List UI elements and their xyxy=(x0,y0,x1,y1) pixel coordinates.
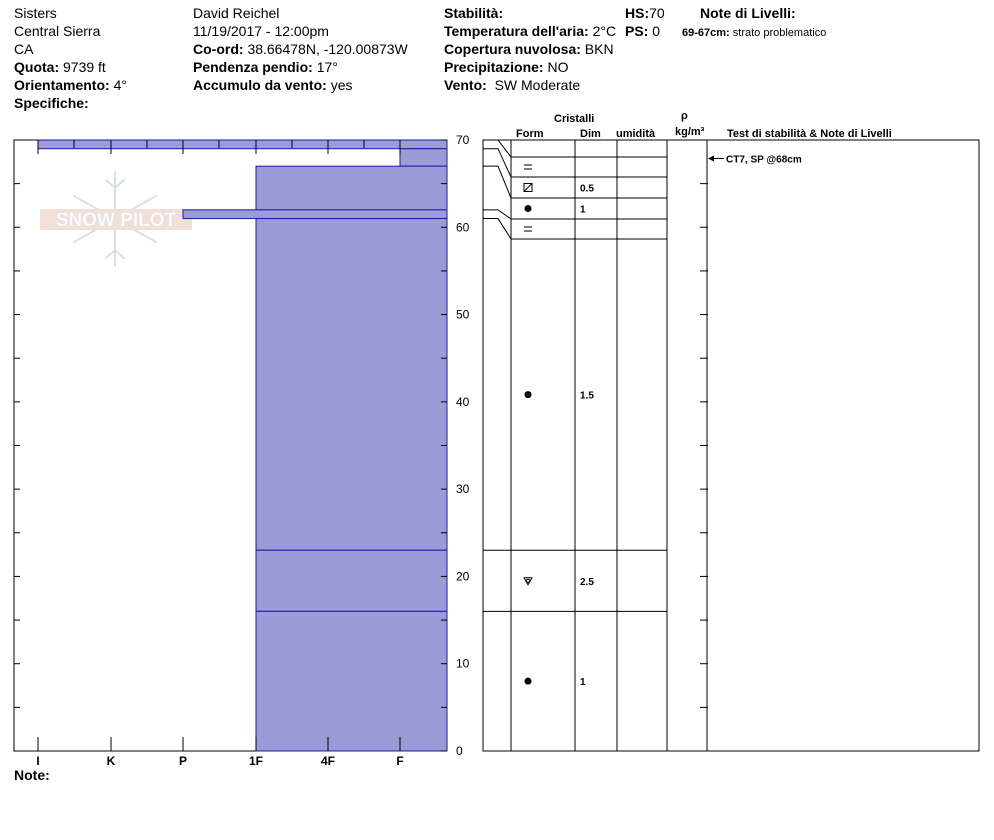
layer-bar xyxy=(399,148,448,167)
y-tick-label: 40 xyxy=(456,395,470,409)
crystal-form-icon xyxy=(524,164,532,170)
y-tick-label: 60 xyxy=(456,220,470,234)
crystal-size-label: 2.5 xyxy=(580,577,594,588)
layer-bar xyxy=(255,218,448,551)
layer-connector xyxy=(483,165,512,199)
layer-bar xyxy=(255,165,448,211)
layer-bar xyxy=(182,209,448,220)
y-tick-label: 0 xyxy=(456,744,463,758)
form-header: Form xyxy=(516,128,544,140)
crystal-form-icon xyxy=(524,391,532,399)
y-tick-label: 10 xyxy=(456,657,470,671)
aspect: Orientamento: 4° xyxy=(14,77,127,93)
air-temperature: Temperatura dell'aria: 2°C xyxy=(444,23,617,39)
datetime: 11/19/2017 - 12:00pm xyxy=(193,23,329,39)
location: Sisters xyxy=(14,5,57,21)
hardness-tick-label: I xyxy=(36,754,39,768)
hardness-tick-label: K xyxy=(107,754,116,768)
test-result-label: CT7, SP @68cm xyxy=(726,154,802,165)
layer-bar xyxy=(255,549,448,612)
slope: Pendenza pendio: 17° xyxy=(193,59,338,75)
hardness-tick-label: 1F xyxy=(249,754,263,768)
state: CA xyxy=(14,41,34,57)
svg-text:SNOW PILOT: SNOW PILOT xyxy=(56,210,177,231)
crystal-size-label: 0.5 xyxy=(580,184,594,195)
crystal-form-icon xyxy=(523,577,533,586)
rho-header: ρ xyxy=(681,110,688,122)
snow-height: HS:70 xyxy=(625,5,665,21)
crystal-size-label: 1 xyxy=(580,205,586,216)
specifics-label: Specifiche: xyxy=(14,95,89,111)
crystals-header: Cristalli xyxy=(554,113,595,125)
y-tick-label: 30 xyxy=(456,482,470,496)
test-arrow-head xyxy=(708,155,714,162)
layer-table-frame xyxy=(482,139,980,752)
crystal-size-label: 1 xyxy=(580,677,586,688)
layer-connector xyxy=(483,148,512,178)
crystal-form-icon xyxy=(523,183,533,192)
precipitation: Precipitazione: NO xyxy=(444,59,569,75)
y-tick-label: 20 xyxy=(456,569,470,583)
hardness-tick-label: 4F xyxy=(321,754,335,768)
size-header: Dim xyxy=(580,128,601,140)
crystal-form-icon xyxy=(524,205,532,212)
layer-bar xyxy=(255,610,448,752)
layer-connector xyxy=(483,218,512,240)
mountain-range: Central Sierra xyxy=(14,23,101,39)
elevation: Quota: 9739 ft xyxy=(14,59,106,75)
coordinates: Co-ord: 38.66478N, -120.00873W xyxy=(193,41,408,57)
crystal-form-icon xyxy=(524,226,532,232)
density-unit-header: kg/m³ xyxy=(675,126,705,138)
observer: David Reichel xyxy=(193,5,280,21)
stability-label: Stabilità: xyxy=(444,5,504,21)
hardness-tick-label: P xyxy=(179,754,187,768)
layer-connector xyxy=(483,139,512,158)
layer-note: 69-67cm: strato problematico xyxy=(682,27,827,39)
wind-loading: Accumulo da vento: yes xyxy=(193,77,353,93)
layer-connector xyxy=(483,209,512,220)
layer-notes-title: Note di Livelli: xyxy=(700,5,796,21)
y-tick-label: 50 xyxy=(456,308,470,322)
moisture-header: umidità xyxy=(616,128,656,140)
y-tick-label: 70 xyxy=(456,133,470,147)
snowpilot-watermark: SNOW PILOT xyxy=(40,171,192,267)
stability-notes-header: Test di stabilità & Note di Livelli xyxy=(727,128,892,140)
notes-label: Note: xyxy=(14,767,50,783)
penetration: PS: 0 xyxy=(625,23,661,39)
hardness-tick-label: F xyxy=(396,754,403,768)
crystal-form-icon xyxy=(524,677,532,685)
cloud-cover: Copertura nuvolosa: BKN xyxy=(444,41,614,57)
wind: Vento: SW Moderate xyxy=(444,77,581,93)
crystal-size-label: 1.5 xyxy=(580,391,594,402)
layer-bar xyxy=(37,139,448,150)
